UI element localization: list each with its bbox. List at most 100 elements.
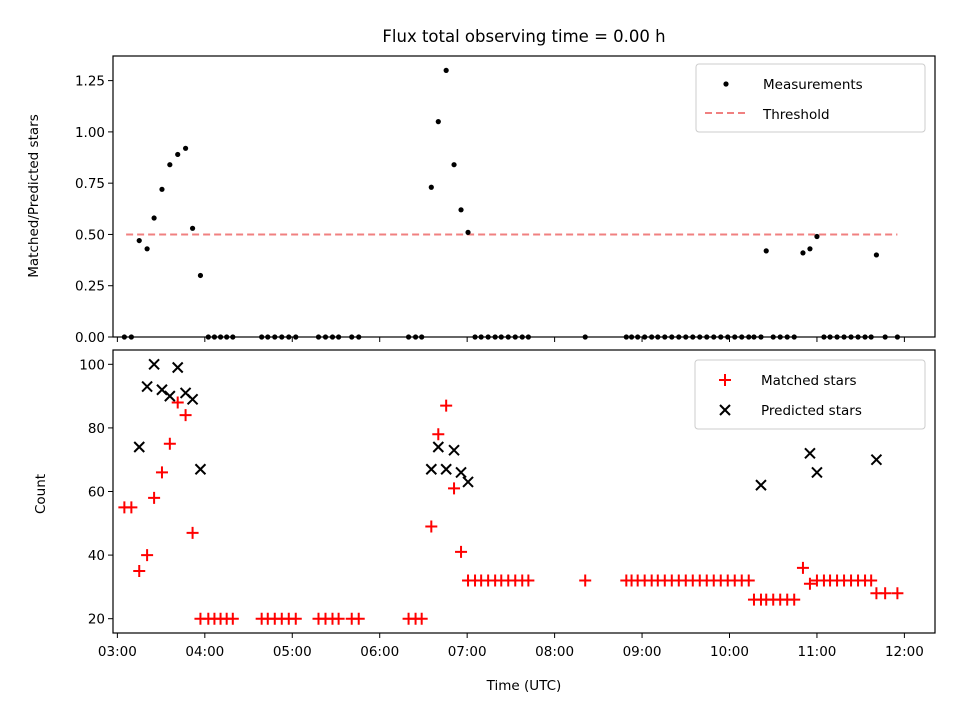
matched-star-point — [226, 612, 239, 625]
matched-star-point — [865, 574, 878, 587]
chart-title: Flux total observing time = 0.00 h — [382, 27, 665, 46]
matched-star-point — [332, 612, 345, 625]
measurement-point — [159, 186, 165, 192]
predicted-star-point — [432, 441, 445, 453]
predicted-star-point — [755, 479, 767, 491]
top-y-tick-label: 0.50 — [75, 227, 105, 243]
bottom-y-axis-label: Count — [33, 474, 49, 514]
legend-threshold-label: Threshold — [762, 107, 830, 123]
measurement-point — [189, 225, 196, 231]
measurement-point — [451, 162, 457, 168]
legend-measurements-marker — [723, 81, 729, 87]
x-axis-label: Time (UTC) — [486, 678, 562, 694]
matched-star-point — [148, 491, 161, 504]
bottom-legend: Matched stars Predicted stars — [694, 359, 926, 430]
matched-star-point — [352, 612, 365, 625]
predicted-star-point — [141, 380, 153, 393]
predicted-star-point — [440, 463, 452, 475]
matched-star-point — [742, 574, 755, 587]
top-y-tick-label: 1.00 — [75, 125, 105, 141]
top-y-ticks: 0.00 0.25 0.50 0.75 1.00 1.25 — [75, 74, 113, 346]
bottom-x-tick-label: 10:00 — [710, 644, 749, 660]
top-y-tick-label: 0.75 — [75, 176, 105, 192]
measurement-point — [428, 184, 434, 190]
matched-star-point — [186, 526, 199, 539]
bottom-legend-box — [694, 359, 926, 430]
top-panel: Matched/Predicted stars 0.00 0.25 0.50 0.75… — [26, 55, 936, 346]
measurement-point — [873, 252, 880, 258]
top-y-tick-label: 0.25 — [75, 279, 105, 295]
measurement-point — [136, 237, 142, 244]
bottom-y-tick-label: 20 — [88, 612, 105, 628]
matched-star-point — [289, 612, 302, 625]
predicted-star-point — [811, 466, 823, 479]
matched-star-point — [432, 428, 445, 441]
matched-star-point — [455, 545, 468, 558]
bottom-x-tick-label: 09:00 — [623, 644, 662, 660]
top-legend-box — [695, 63, 926, 133]
predicted-stars-series — [133, 358, 883, 491]
predicted-star-point — [164, 390, 176, 402]
predicted-star-point — [870, 453, 883, 466]
bottom-y-tick-label: 100 — [79, 357, 105, 373]
predicted-star-point — [156, 384, 168, 396]
bottom-x-tick-label: 08:00 — [535, 644, 574, 660]
predicted-star-point — [425, 463, 438, 475]
matched-star-point — [179, 409, 192, 422]
measurement-point — [807, 246, 813, 252]
measurement-point — [814, 233, 820, 240]
matched-star-point — [155, 466, 168, 479]
measurement-point — [465, 229, 471, 235]
measurement-point — [197, 272, 204, 279]
bottom-y-tick-label: 60 — [88, 485, 105, 501]
predicted-star-point — [186, 393, 199, 405]
bottom-y-tick-label: 80 — [88, 421, 105, 437]
predicted-star-point — [448, 444, 460, 456]
legend-predicted-marker — [719, 404, 731, 416]
measurement-point — [167, 162, 173, 168]
matched-star-point — [415, 612, 428, 625]
measurement-point — [175, 151, 181, 158]
matched-star-point — [125, 501, 138, 514]
predicted-star-point — [133, 441, 145, 453]
legend-matched-marker — [719, 374, 731, 386]
matched-star-point — [796, 561, 809, 574]
predicted-star-point — [194, 463, 207, 475]
measurement-point — [800, 250, 806, 256]
matched-star-point — [522, 574, 535, 587]
top-plot-frame — [112, 55, 936, 338]
measurement-point — [763, 248, 769, 254]
predicted-star-point — [148, 358, 160, 371]
matched-star-point — [425, 520, 438, 533]
measurement-point — [144, 246, 150, 252]
measurement-point — [151, 215, 157, 221]
matched-stars-series — [118, 396, 904, 625]
predicted-star-point — [804, 447, 816, 460]
measurement-point — [182, 145, 189, 151]
top-y-tick-label: 1.25 — [75, 74, 105, 90]
bottom-x-tick-label: 04:00 — [185, 644, 224, 660]
legend-measurements-label: Measurements — [763, 77, 863, 93]
bottom-x-ticks: 03:00 04:00 05:00 06:00 07:00 08:00 09:00 10:00… — [98, 633, 924, 660]
legend-matched-label: Matched stars — [761, 373, 857, 389]
bottom-y-tick-label: 40 — [88, 548, 105, 564]
bottom-x-tick-label: 06:00 — [360, 644, 399, 660]
measurement-point — [443, 67, 449, 73]
matched-star-point — [133, 564, 146, 577]
measurement-point — [435, 119, 441, 125]
bottom-x-tick-label: 03:00 — [98, 644, 137, 660]
matched-star-point — [448, 482, 461, 495]
top-y-axis-label: Matched/Predicted stars — [26, 114, 42, 277]
matched-star-point — [171, 396, 184, 409]
bottom-y-ticks: 20 40 60 80 100 — [79, 357, 113, 628]
bottom-x-tick-label: 11:00 — [797, 644, 836, 660]
matched-star-point — [579, 574, 592, 587]
predicted-star-point — [462, 476, 474, 488]
predicted-star-point — [172, 361, 184, 374]
matched-star-point — [141, 549, 154, 562]
legend-predicted-label: Predicted stars — [761, 403, 862, 419]
bottom-plot-frame — [112, 349, 936, 634]
bottom-x-tick-label: 12:00 — [885, 644, 924, 660]
top-y-tick-label: 0.00 — [75, 330, 105, 346]
